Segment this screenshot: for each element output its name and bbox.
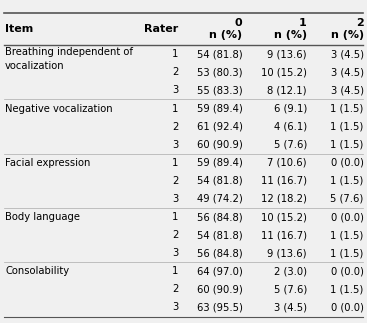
Text: 3: 3 bbox=[172, 140, 178, 150]
Text: 2: 2 bbox=[172, 230, 178, 240]
Text: 11 (16.7): 11 (16.7) bbox=[261, 176, 307, 186]
Text: 5 (7.6): 5 (7.6) bbox=[273, 285, 307, 294]
Text: 3: 3 bbox=[172, 86, 178, 95]
Text: 9 (13.6): 9 (13.6) bbox=[267, 49, 307, 59]
Text: 1 (1.5): 1 (1.5) bbox=[330, 122, 364, 131]
Text: 1: 1 bbox=[172, 158, 178, 168]
Text: 1 (1.5): 1 (1.5) bbox=[330, 140, 364, 150]
Text: 1 (1.5): 1 (1.5) bbox=[330, 285, 364, 294]
Text: 60 (90.9): 60 (90.9) bbox=[197, 140, 243, 150]
Text: 56 (84.8): 56 (84.8) bbox=[197, 212, 243, 222]
Text: 1: 1 bbox=[172, 266, 178, 276]
Text: 3 (4.5): 3 (4.5) bbox=[331, 86, 364, 95]
Text: 0 (0.0): 0 (0.0) bbox=[331, 212, 364, 222]
Text: 54 (81.8): 54 (81.8) bbox=[197, 176, 243, 186]
Text: Breathing independent of
vocalization: Breathing independent of vocalization bbox=[5, 47, 133, 70]
Text: 64 (97.0): 64 (97.0) bbox=[197, 266, 243, 276]
Text: 5 (7.6): 5 (7.6) bbox=[330, 194, 364, 204]
Text: 2: 2 bbox=[172, 68, 178, 77]
Text: 3: 3 bbox=[172, 194, 178, 204]
Text: 0 (0.0): 0 (0.0) bbox=[331, 158, 364, 168]
Text: 4 (6.1): 4 (6.1) bbox=[274, 122, 307, 131]
Text: 2: 2 bbox=[172, 122, 178, 131]
Text: 1 (1.5): 1 (1.5) bbox=[330, 248, 364, 258]
Text: 3: 3 bbox=[172, 248, 178, 258]
Text: 11 (16.7): 11 (16.7) bbox=[261, 230, 307, 240]
Text: 1 (1.5): 1 (1.5) bbox=[330, 104, 364, 113]
Text: 9 (13.6): 9 (13.6) bbox=[267, 248, 307, 258]
Text: 54 (81.8): 54 (81.8) bbox=[197, 49, 243, 59]
Text: 2: 2 bbox=[172, 285, 178, 294]
Text: 60 (90.9): 60 (90.9) bbox=[197, 285, 243, 294]
Text: Consolability: Consolability bbox=[5, 266, 69, 276]
Text: 56 (84.8): 56 (84.8) bbox=[197, 248, 243, 258]
Text: 1 (1.5): 1 (1.5) bbox=[330, 176, 364, 186]
Text: 6 (9.1): 6 (9.1) bbox=[273, 104, 307, 113]
Text: 54 (81.8): 54 (81.8) bbox=[197, 230, 243, 240]
Text: 10 (15.2): 10 (15.2) bbox=[261, 212, 307, 222]
Text: 61 (92.4): 61 (92.4) bbox=[197, 122, 243, 131]
Text: 59 (89.4): 59 (89.4) bbox=[197, 104, 243, 113]
Text: 59 (89.4): 59 (89.4) bbox=[197, 158, 243, 168]
Text: 3 (4.5): 3 (4.5) bbox=[274, 303, 307, 312]
Text: 53 (80.3): 53 (80.3) bbox=[197, 68, 243, 77]
Text: 2 (3.0): 2 (3.0) bbox=[274, 266, 307, 276]
Text: 1: 1 bbox=[172, 104, 178, 113]
Text: Item: Item bbox=[5, 24, 33, 34]
Text: 12 (18.2): 12 (18.2) bbox=[261, 194, 307, 204]
Text: Rater: Rater bbox=[144, 24, 178, 34]
Text: Facial expression: Facial expression bbox=[5, 158, 91, 168]
Text: 1: 1 bbox=[172, 212, 178, 222]
Text: 1: 1 bbox=[172, 49, 178, 59]
Text: 2: 2 bbox=[172, 176, 178, 186]
Text: 0
n (%): 0 n (%) bbox=[210, 18, 243, 40]
Text: 63 (95.5): 63 (95.5) bbox=[197, 303, 243, 312]
Text: 0 (0.0): 0 (0.0) bbox=[331, 266, 364, 276]
Text: 1 (1.5): 1 (1.5) bbox=[330, 230, 364, 240]
Text: 10 (15.2): 10 (15.2) bbox=[261, 68, 307, 77]
Text: Negative vocalization: Negative vocalization bbox=[5, 104, 113, 113]
Text: 8 (12.1): 8 (12.1) bbox=[267, 86, 307, 95]
Text: 2
n (%): 2 n (%) bbox=[331, 18, 364, 40]
Text: 55 (83.3): 55 (83.3) bbox=[197, 86, 243, 95]
Text: 5 (7.6): 5 (7.6) bbox=[273, 140, 307, 150]
Text: 3 (4.5): 3 (4.5) bbox=[331, 68, 364, 77]
Text: 1
n (%): 1 n (%) bbox=[274, 18, 307, 40]
Text: 49 (74.2): 49 (74.2) bbox=[197, 194, 243, 204]
Text: Body language: Body language bbox=[5, 212, 80, 222]
Text: 7 (10.6): 7 (10.6) bbox=[267, 158, 307, 168]
Text: 3 (4.5): 3 (4.5) bbox=[331, 49, 364, 59]
Text: 0 (0.0): 0 (0.0) bbox=[331, 303, 364, 312]
Text: 3: 3 bbox=[172, 303, 178, 312]
